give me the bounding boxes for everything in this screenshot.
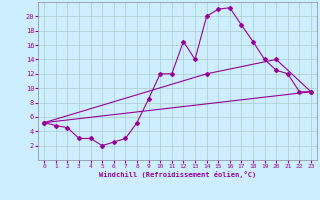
X-axis label: Windchill (Refroidissement éolien,°C): Windchill (Refroidissement éolien,°C) [99, 171, 256, 178]
